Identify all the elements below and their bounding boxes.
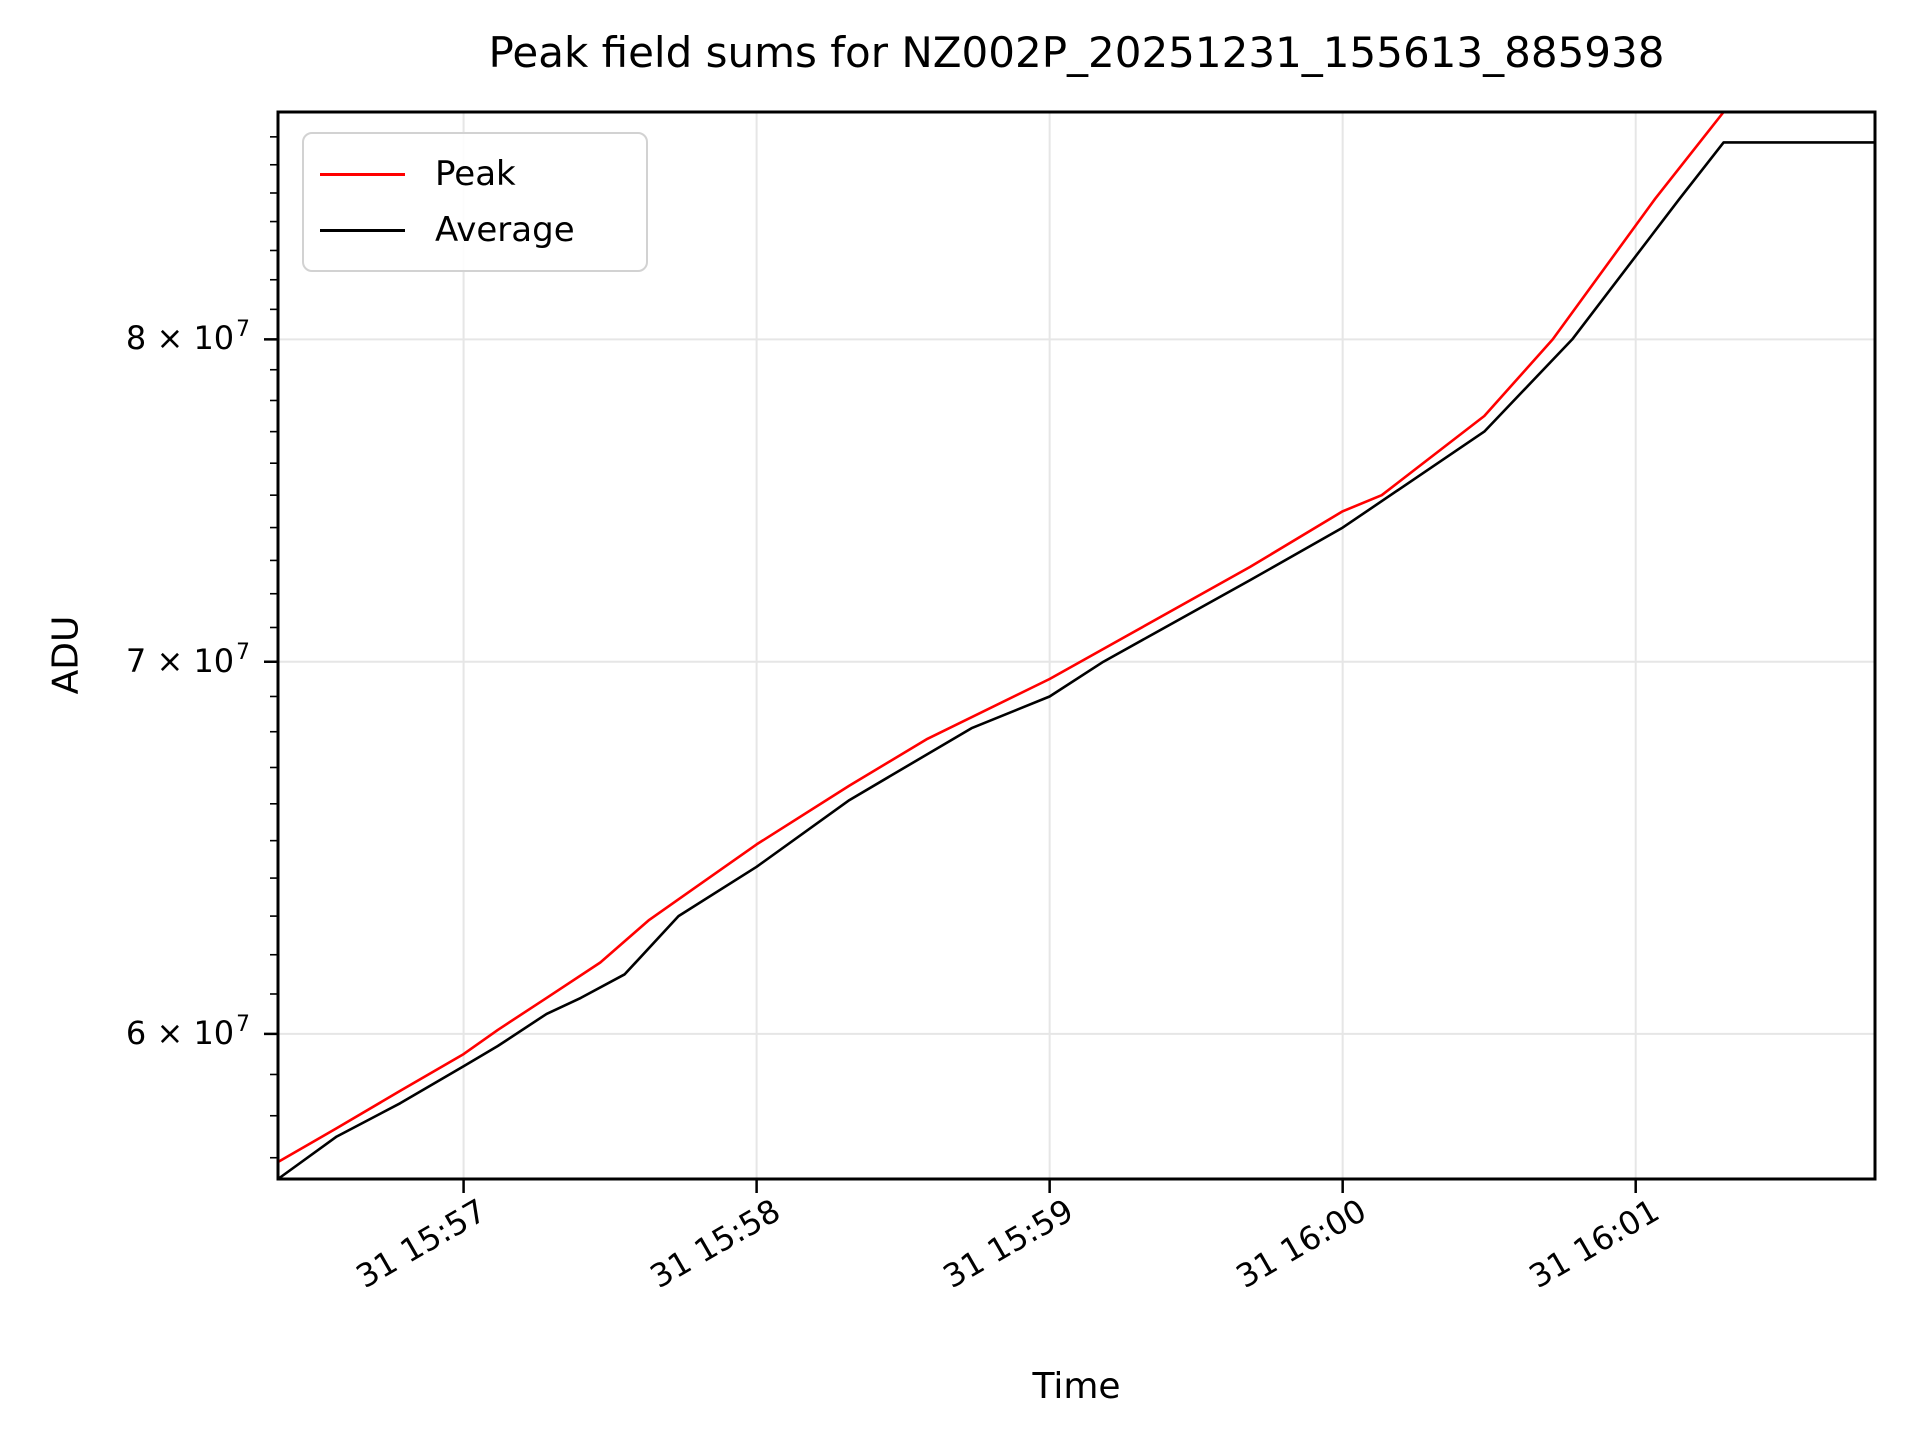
legend-label: Average <box>435 210 575 250</box>
y-tick-label: 6 × 107 <box>125 1011 250 1052</box>
series-line-average <box>277 141 1875 1181</box>
legend-item-average: Average <box>320 202 602 258</box>
legend-line-sample <box>320 228 405 232</box>
chart-title: Peak field sums for NZ002P_20251231_1556… <box>488 28 1665 77</box>
legend-item-peak: Peak <box>320 146 602 202</box>
y-tick-label: 7 × 107 <box>125 639 250 680</box>
axes-frame <box>276 110 1877 1181</box>
legend: Peak Average <box>302 132 648 272</box>
legend-label: Peak <box>435 154 516 194</box>
series-line-peak <box>277 110 1875 1164</box>
x-axis-label: Time <box>1032 1366 1121 1407</box>
y-tick-label: 8 × 107 <box>125 317 250 358</box>
legend-line-sample <box>320 172 405 176</box>
